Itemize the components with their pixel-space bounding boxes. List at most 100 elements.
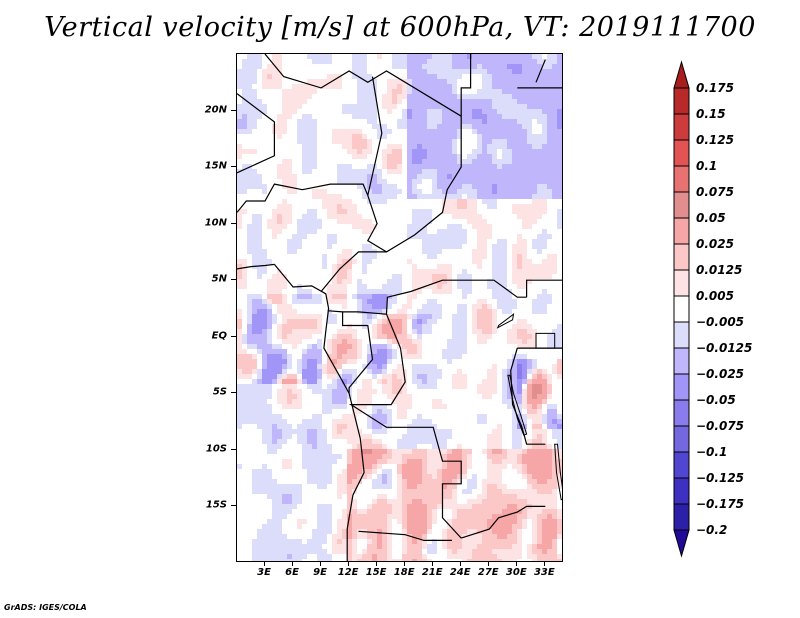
- field-cell: [517, 469, 522, 474]
- field-cell: [472, 544, 477, 549]
- field-cell: [312, 214, 317, 219]
- field-cell: [297, 244, 302, 249]
- field-cell: [532, 359, 537, 364]
- field-cell: [247, 174, 252, 179]
- field-cell: [397, 559, 402, 561]
- field-cell: [552, 499, 557, 504]
- field-cell: [547, 509, 552, 514]
- field-cell: [512, 449, 517, 454]
- field-cell: [337, 479, 342, 484]
- field-cell: [272, 359, 277, 364]
- field-cell: [397, 414, 402, 419]
- field-cell: [357, 109, 362, 114]
- field-cell: [527, 59, 532, 64]
- field-cell: [342, 139, 347, 144]
- field-cell: [247, 119, 252, 124]
- field-cell: [427, 374, 432, 379]
- field-cell: [562, 479, 563, 484]
- field-cell: [262, 359, 267, 364]
- field-cell: [392, 339, 397, 344]
- field-cell: [397, 504, 402, 509]
- field-cell: [382, 524, 387, 529]
- field-cell: [357, 469, 362, 474]
- field-cell: [547, 179, 552, 184]
- field-cell: [302, 424, 307, 429]
- field-cell: [237, 119, 242, 124]
- field-cell: [482, 114, 487, 119]
- field-cell: [492, 464, 497, 469]
- field-cell: [327, 239, 332, 244]
- field-cell: [497, 424, 502, 429]
- field-cell: [517, 134, 522, 139]
- field-cell: [442, 94, 447, 99]
- field-cell: [447, 479, 452, 484]
- field-cell: [397, 454, 402, 459]
- field-cell: [352, 419, 357, 424]
- field-cell: [332, 534, 337, 539]
- field-cell: [242, 104, 247, 109]
- field-cell: [467, 284, 472, 289]
- field-cell: [292, 109, 297, 114]
- field-cell: [452, 69, 457, 74]
- field-cell: [262, 534, 267, 539]
- field-cell: [412, 324, 417, 329]
- field-cell: [497, 109, 502, 114]
- field-cell: [267, 444, 272, 449]
- field-cell: [262, 354, 267, 359]
- field-cell: [457, 309, 462, 314]
- field-cell: [412, 209, 417, 214]
- field-cell: [512, 444, 517, 449]
- field-cell: [427, 54, 432, 59]
- field-cell: [242, 419, 247, 424]
- field-cell: [462, 124, 467, 129]
- field-cell: [322, 434, 327, 439]
- field-cell: [477, 319, 482, 324]
- field-cell: [552, 114, 557, 119]
- field-cell: [497, 144, 502, 149]
- field-cell: [432, 469, 437, 474]
- field-cell: [267, 299, 272, 304]
- field-cell: [527, 74, 532, 79]
- field-cell: [317, 414, 322, 419]
- field-cell: [292, 94, 297, 99]
- field-cell: [442, 469, 447, 474]
- field-cell: [457, 54, 462, 59]
- field-cell: [287, 319, 292, 324]
- field-cell: [327, 504, 332, 509]
- field-cell: [487, 189, 492, 194]
- field-cell: [537, 299, 542, 304]
- field-cell: [562, 124, 563, 129]
- field-cell: [422, 374, 427, 379]
- field-cell: [357, 294, 362, 299]
- field-cell: [502, 369, 507, 374]
- field-cell: [417, 314, 422, 319]
- field-cell: [387, 469, 392, 474]
- field-cell: [287, 389, 292, 394]
- field-cell: [452, 74, 457, 79]
- field-cell: [322, 449, 327, 454]
- field-cell: [272, 349, 277, 354]
- field-cell: [417, 109, 422, 114]
- border-line: [237, 93, 276, 174]
- field-cell: [427, 284, 432, 289]
- field-cell: [517, 124, 522, 129]
- field-cell: [287, 314, 292, 319]
- field-cell: [482, 64, 487, 69]
- field-cell: [417, 169, 422, 174]
- field-cell: [347, 529, 352, 534]
- field-cell: [307, 129, 312, 134]
- field-cell: [337, 399, 342, 404]
- field-cell: [292, 329, 297, 334]
- field-cell: [402, 519, 407, 524]
- field-cell: [422, 154, 427, 159]
- field-cell: [412, 159, 417, 164]
- field-cell: [282, 89, 287, 94]
- field-cell: [362, 154, 367, 159]
- field-cell: [447, 54, 452, 59]
- field-cell: [522, 504, 527, 509]
- field-cell: [487, 129, 492, 134]
- field-cell: [237, 219, 242, 224]
- field-cell: [372, 289, 377, 294]
- field-cell: [417, 554, 422, 559]
- field-cell: [557, 119, 562, 124]
